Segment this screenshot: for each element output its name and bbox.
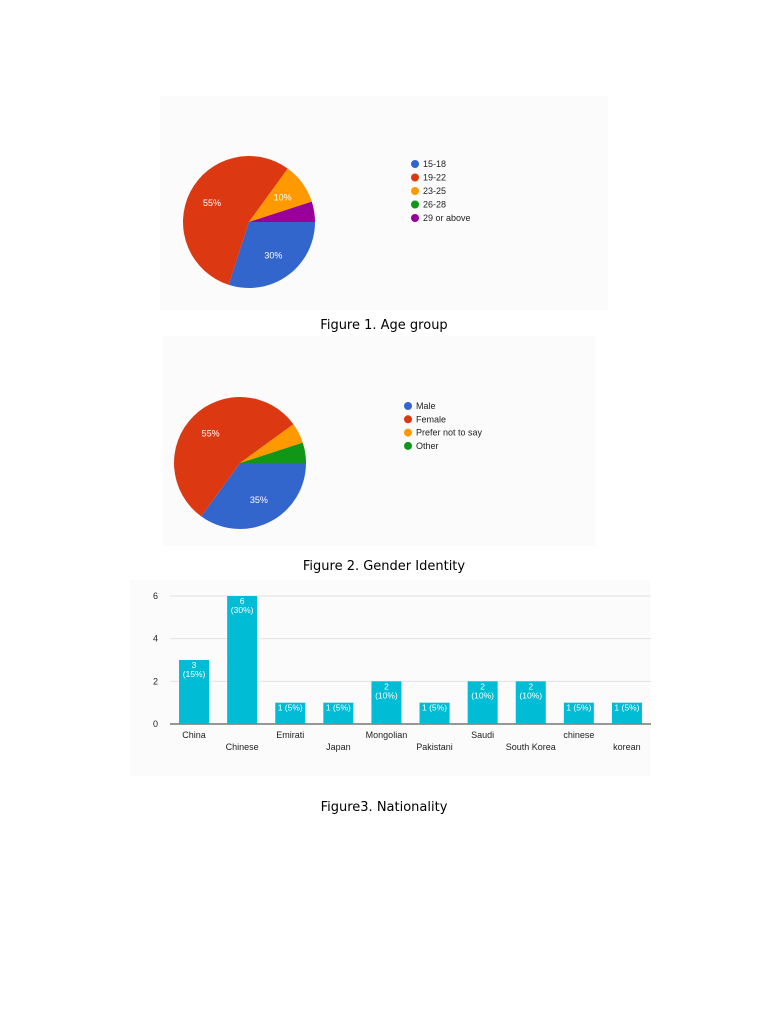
bar-chinese xyxy=(563,702,594,724)
bar-data-label-chinese: 6 xyxy=(240,596,245,606)
bar-south-korea xyxy=(515,681,546,724)
bar-data-label-chinese: 1 (5%) xyxy=(566,703,591,713)
pie-label-15-18: 30% xyxy=(264,251,282,261)
nationality-chart: 0 2 4 6 3 (15%) China 6 (30%) Chinese 1 (5%) Emirat… xyxy=(130,580,651,776)
x-tick-mongolian-4: Mongolian xyxy=(366,730,408,740)
legend-label-other: Other xyxy=(416,441,439,451)
pie-slice-female xyxy=(174,397,294,517)
pie-slice-29-or-above xyxy=(249,201,315,222)
pie-label-female: 55% xyxy=(202,429,220,439)
y-tick-0: 0 xyxy=(153,719,158,729)
y-tick-2: 2 xyxy=(153,676,158,686)
bar-data-label-south-korea: 2 xyxy=(528,681,533,691)
legend-marker-15-18 xyxy=(411,160,419,168)
legend-marker-19-22 xyxy=(411,173,419,182)
pie-slice-23-25 xyxy=(249,168,312,222)
x-tick-pakistani-5: Pakistani xyxy=(416,742,453,752)
legend-marker-26-28 xyxy=(411,200,419,209)
legend-marker-male xyxy=(404,402,412,410)
legend-label-male: Male xyxy=(416,401,436,411)
legend-marker-female xyxy=(404,415,412,424)
pie-label-19-22: 55% xyxy=(203,198,221,208)
pie-label-male: 35% xyxy=(250,495,268,505)
bar-china xyxy=(179,660,210,724)
legend-label-23-25: 23-25 xyxy=(423,186,446,196)
x-tick-chinese-8: chinese xyxy=(563,730,594,740)
bar-saudi xyxy=(467,681,498,724)
bar-mongolian xyxy=(371,681,402,724)
legend-marker-prefer-not-to-say xyxy=(404,428,412,437)
bar-korean xyxy=(611,702,642,724)
legend-label-19-22: 19-22 xyxy=(423,173,446,183)
legend-label-29-or-above: 29 or above xyxy=(423,213,471,223)
x-tick-emirati-2: Emirati xyxy=(276,730,304,740)
legend-marker-23-25 xyxy=(411,187,419,195)
x-tick-japan-3: Japan xyxy=(326,742,351,752)
figure-2-caption: Figure 2. Gender Identity xyxy=(302,559,466,574)
y-tick-4: 4 xyxy=(153,634,158,644)
bar-data-label-korean: 1 (5%) xyxy=(614,703,639,713)
age-group-chart: 30% 55% 10% 15-18 19-22 23-25 26-28 29 or above xyxy=(160,96,608,310)
bar-japan xyxy=(323,702,354,724)
x-tick-chinese-1: Chinese xyxy=(226,742,259,752)
legend-label-26-28: 26-28 xyxy=(423,200,446,210)
bar-data-label-japan: 1 (5%) xyxy=(326,703,351,713)
pie-slice-other xyxy=(240,442,306,463)
bar-pakistani xyxy=(419,702,450,724)
age-group-pie-svg: 30% 55% 10% 15-18 19-22 23-25 26-28 29 or above xyxy=(183,156,471,288)
x-tick-china-0: China xyxy=(182,730,206,740)
gender-identity-pie-svg: 35% 55% Male Female Prefer not to say Other xyxy=(174,397,483,529)
bar-data-label-saudi: 2 xyxy=(480,681,485,691)
bar-data-label-china: 3 xyxy=(192,660,197,670)
x-tick-korean-9: korean xyxy=(613,742,641,752)
bar-data-label-emirati: 1 (5%) xyxy=(278,703,303,713)
bar-data-label-mongolian: (10%) xyxy=(375,690,398,700)
legend-label-15-18: 15-18 xyxy=(423,159,446,169)
pie-slice-19-22 xyxy=(183,156,288,285)
pie-label-23-25: 10% xyxy=(274,193,292,203)
bar-data-label-chinese: (30%) xyxy=(231,605,254,615)
legend-label-prefer-not-to-say: Prefer not to say xyxy=(416,428,483,438)
bar-data-label-china: (15%) xyxy=(183,669,206,679)
bar-data-label-saudi: (10%) xyxy=(471,690,494,700)
bar-data-label-south-korea: (10%) xyxy=(519,690,542,700)
gender-identity-chart: 35% 55% Male Female Prefer not to say Other xyxy=(163,336,595,546)
bar-chinese xyxy=(227,596,258,724)
y-tick-6: 6 xyxy=(153,591,158,601)
legend-label-female: Female xyxy=(416,414,446,424)
bar-data-label-pakistani: 1 (5%) xyxy=(422,703,447,713)
bar-data-label-mongolian: 2 xyxy=(384,681,389,691)
pie-slice-male xyxy=(201,463,306,529)
figure-3-caption: Figure3. Nationality xyxy=(320,800,448,815)
bar-emirati xyxy=(275,702,306,724)
pie-slice-15-18 xyxy=(228,222,315,288)
pie-slice-prefer-not-to-say xyxy=(240,424,303,463)
figure-1-caption: Figure 1. Age group xyxy=(320,318,448,333)
legend-marker-other xyxy=(404,441,412,450)
x-tick-south-korea-7: South Korea xyxy=(506,742,556,752)
legend-marker-29-or-above xyxy=(411,214,419,222)
x-tick-saudi-6: Saudi xyxy=(471,730,494,740)
